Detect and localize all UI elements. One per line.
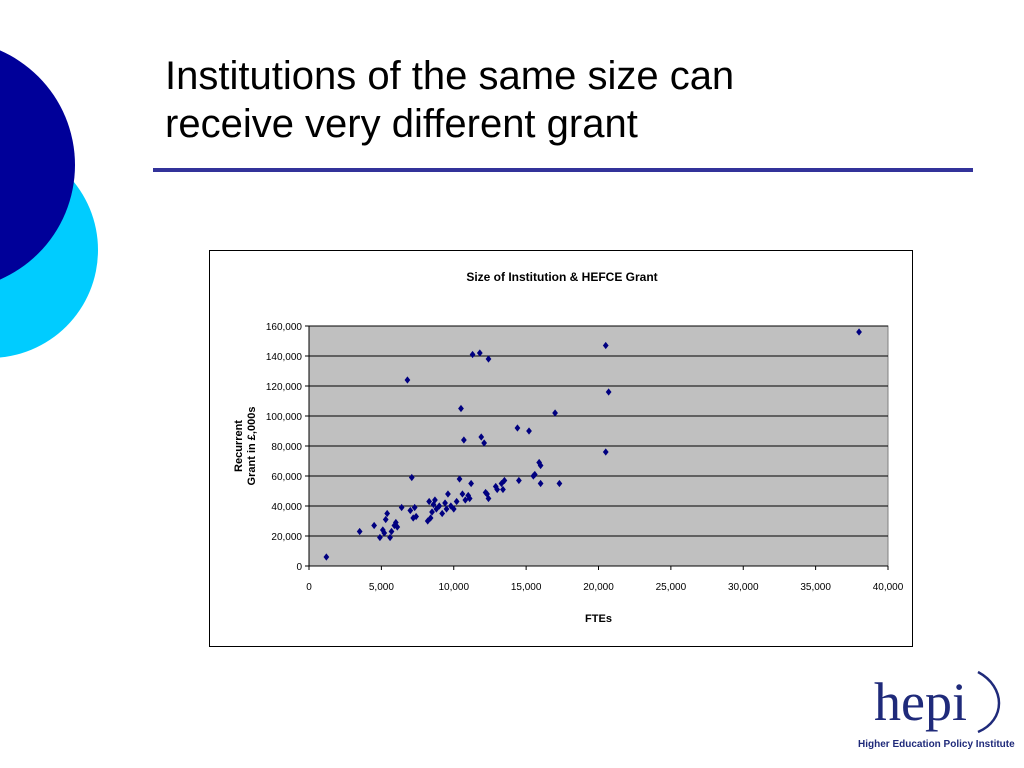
data-point (494, 485, 501, 494)
y-tick-label: 100,000 (266, 412, 303, 423)
y-tick-label: 140,000 (266, 352, 303, 363)
title-underline (153, 168, 973, 172)
y-axis-label-line: Recurrent (233, 420, 245, 472)
data-points (323, 328, 862, 561)
x-tick-labels: 0 5,000 10,000 15,000 20,000 25,000 30,000 35,0… (306, 582, 904, 593)
gridlines (309, 325, 888, 537)
data-point (429, 508, 435, 516)
data-point (456, 475, 463, 483)
data-point (466, 494, 473, 503)
slide-title-line-1: Institutions of the same size can (165, 54, 735, 98)
data-point (371, 521, 378, 530)
data-point (459, 490, 466, 498)
data-point (481, 439, 488, 447)
slide-title-line-2: receive very different grant (165, 102, 638, 146)
data-point (443, 505, 450, 513)
x-tick-label: 5,000 (369, 582, 394, 593)
x-tick-label: 0 (306, 582, 312, 593)
y-tick-label: 20,000 (271, 532, 302, 543)
logo-caption: Higher Education Policy Institute (858, 739, 1015, 750)
data-point (537, 461, 544, 470)
light-blue-circle (0, 142, 98, 358)
data-point (432, 496, 438, 504)
data-point (387, 533, 393, 542)
logo-wordmark: hepi (874, 672, 967, 732)
data-point (382, 515, 389, 524)
slide-title: Institutions of the same size can receiv… (165, 52, 985, 148)
data-point (468, 479, 474, 488)
y-tick-label: 0 (296, 562, 302, 573)
y-tick-label: 160,000 (266, 322, 303, 333)
y-axis-label: Recurrent Grant in £,000s (233, 407, 258, 486)
data-point (552, 409, 558, 417)
data-point (602, 448, 609, 456)
data-point (461, 436, 467, 444)
data-point (394, 523, 401, 531)
data-point (411, 503, 418, 512)
data-point (602, 341, 609, 350)
x-tick-label: 40,000 (873, 582, 904, 593)
x-tick-label: 25,000 (656, 582, 687, 593)
data-point (537, 479, 544, 488)
data-point (413, 512, 419, 521)
chart-frame: Size of Institution & HEFCE Grant 0 20,00… (209, 250, 913, 647)
y-axis-label-line: Grant in £,000s (246, 407, 258, 486)
hepi-logo-mark: hepi (874, 670, 1001, 734)
data-point (605, 388, 612, 396)
data-point (356, 527, 363, 536)
y-tick-label: 60,000 (271, 472, 302, 483)
data-point (462, 496, 469, 504)
data-point (388, 527, 395, 536)
hepi-logo: hepi Higher Education Policy Institute (846, 662, 1016, 754)
data-point (458, 404, 464, 413)
data-point (407, 506, 414, 515)
data-point (384, 509, 391, 518)
data-point (377, 533, 383, 542)
data-point (450, 505, 457, 513)
data-point (426, 497, 433, 506)
y-tick-label: 80,000 (271, 442, 302, 453)
x-tick-label: 10,000 (438, 582, 469, 593)
data-point (516, 476, 522, 485)
data-point (453, 497, 460, 506)
data-point (445, 490, 451, 498)
chart-title: Size of Institution & HEFCE Grant (466, 270, 657, 284)
data-point (531, 470, 538, 479)
data-point (526, 427, 532, 435)
data-point (485, 494, 492, 503)
data-point (556, 479, 563, 488)
data-point (323, 553, 330, 561)
dark-blue-circle (0, 50, 75, 280)
data-point (408, 473, 415, 482)
data-point (436, 502, 443, 510)
data-point (398, 503, 405, 512)
data-point (476, 349, 483, 357)
data-point (856, 328, 862, 336)
data-point (514, 424, 521, 432)
data-point (439, 509, 446, 518)
data-point (501, 476, 508, 485)
data-point (469, 350, 476, 359)
axes (305, 325, 889, 570)
y-tick-labels: 0 20,000 40,000 60,000 80,000 100,000 120,000 1… (266, 322, 303, 573)
x-tick-label: 20,000 (583, 582, 614, 593)
x-axis-label: FTEs (585, 613, 612, 625)
y-tick-label: 120,000 (266, 382, 303, 393)
x-tick-label: 35,000 (800, 582, 831, 593)
data-point (500, 485, 506, 494)
data-point (442, 499, 448, 507)
logo-swoosh (977, 670, 1001, 734)
data-point (379, 526, 386, 534)
x-tick-label: 30,000 (728, 582, 759, 593)
data-point (427, 514, 434, 522)
data-point (381, 529, 388, 537)
data-point (478, 433, 485, 441)
data-point (404, 376, 411, 384)
data-point (433, 505, 440, 513)
scatter-chart: Size of Institution & HEFCE Grant 0 20,00… (233, 251, 904, 625)
x-tick-label: 15,000 (511, 582, 542, 593)
chart-title-group: Size of Institution & HEFCE Grant (400, 251, 658, 284)
y-tick-label: 40,000 (271, 502, 302, 513)
data-point (485, 355, 492, 363)
